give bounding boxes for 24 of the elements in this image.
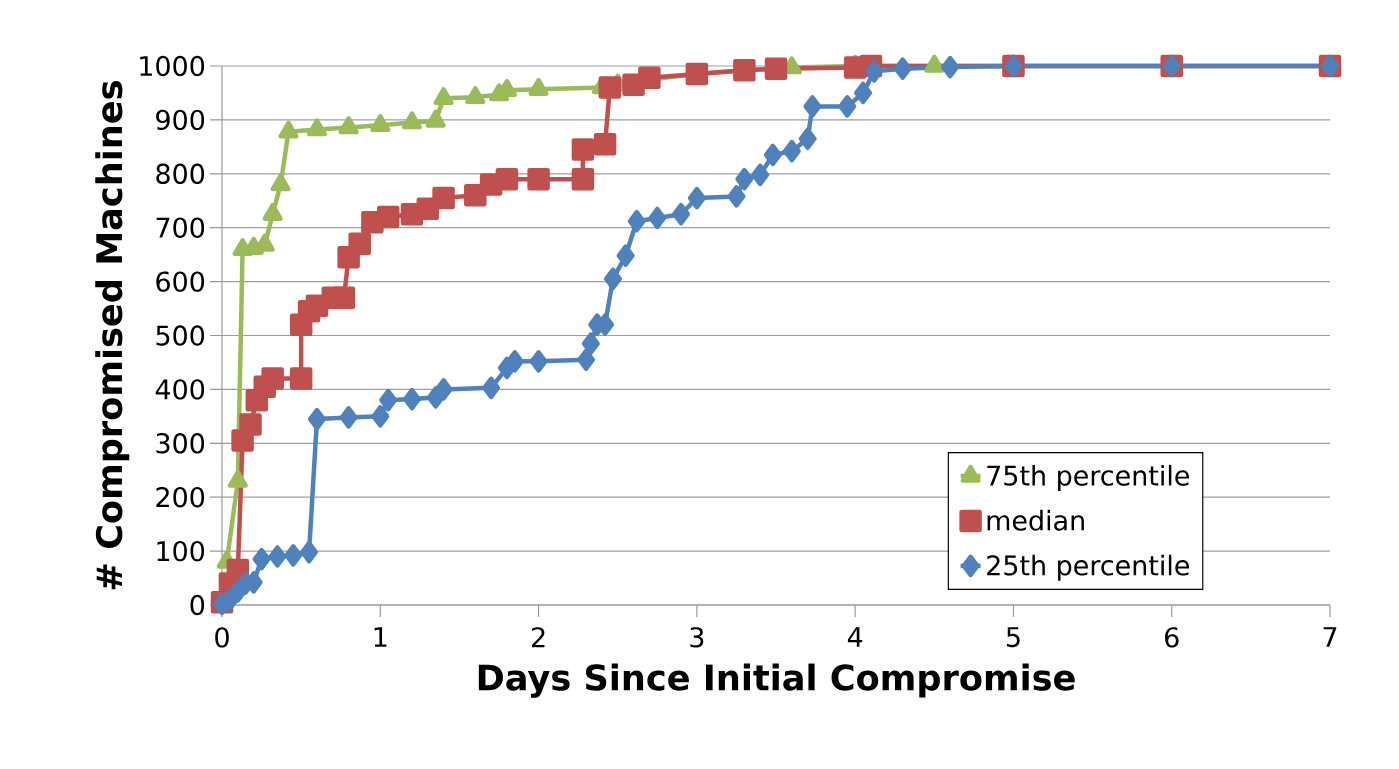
y-tick-label: 800	[156, 163, 205, 184]
x-tick-label: 1	[374, 627, 387, 647]
x-tick-label: 2	[531, 627, 545, 648]
y-tick-label: 1000	[140, 55, 205, 77]
y-tick-label: 900	[156, 109, 205, 131]
y-tick-label: 0	[190, 594, 205, 616]
y-tick-label: 100	[157, 540, 205, 562]
y-tick-label: 400	[155, 379, 205, 400]
x-tick-label: 5	[1006, 627, 1020, 648]
legend-label: 75th percentile	[987, 464, 1189, 491]
x-tick-label: 7	[1323, 627, 1337, 647]
y-axis-title: # Compromised Machines	[95, 81, 130, 590]
legend-label: median	[987, 509, 1084, 531]
x-tick-label: 6	[1165, 627, 1179, 648]
y-tick-label: 700	[156, 217, 205, 238]
legend-label: 25th percentile	[987, 554, 1189, 581]
x-tick-label: 3	[690, 627, 704, 648]
y-tick-label: 500	[156, 325, 205, 346]
x-tick-label: 4	[847, 627, 863, 647]
y-tick-label: 200	[156, 487, 205, 508]
y-tick-label: 300	[156, 433, 205, 454]
y-tick-label: 600	[156, 271, 205, 292]
x-tick-label: 0	[215, 627, 229, 648]
x-axis-title: Days Since Initial Compromise	[478, 663, 1075, 698]
